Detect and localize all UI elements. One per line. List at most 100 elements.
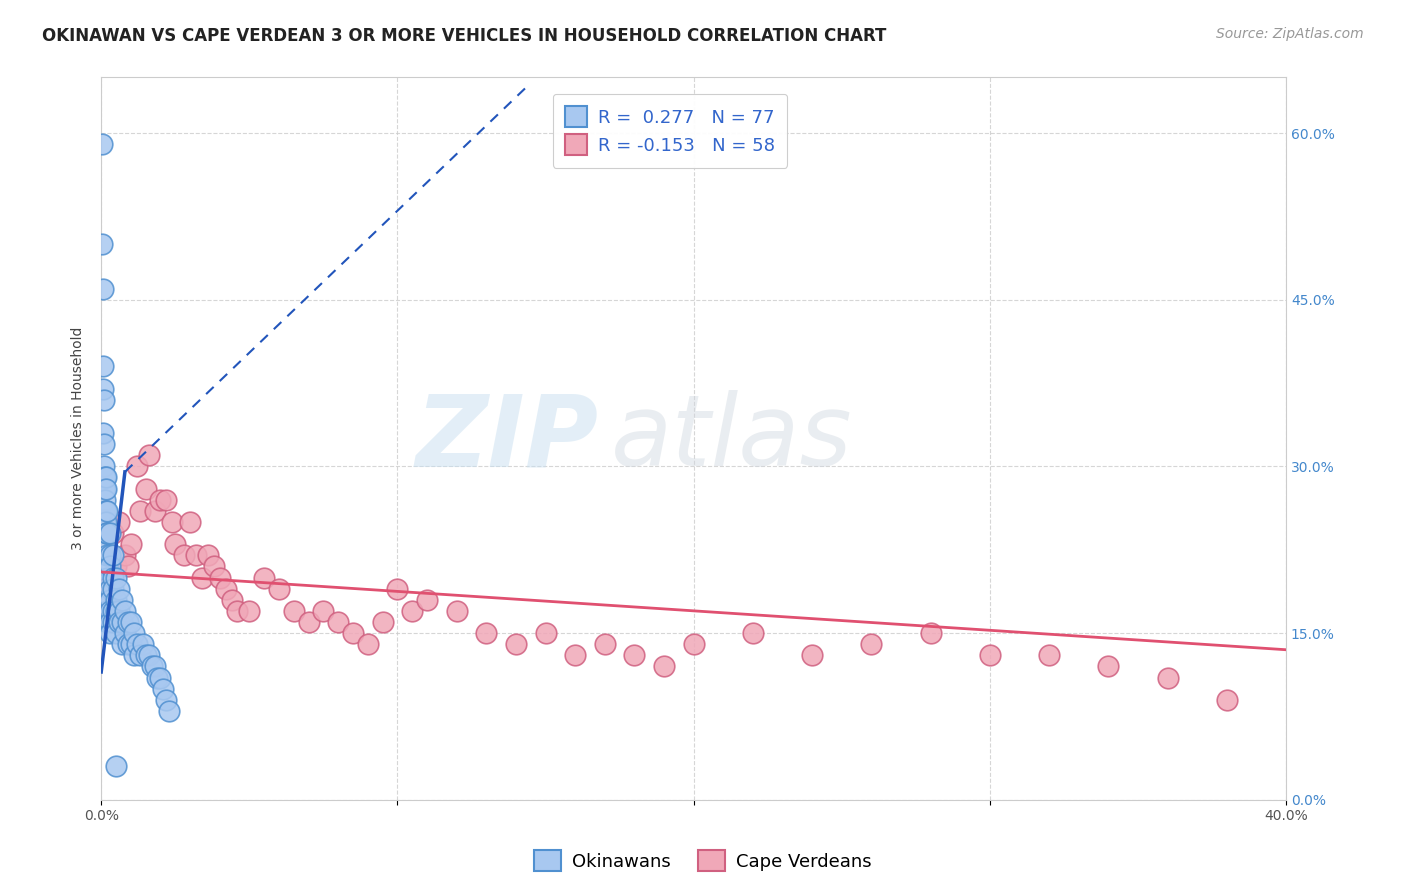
Point [96, 504, 118, 518]
Point [143, 659, 166, 673]
Point [173, 549, 195, 563]
Point [505, 637, 527, 651]
Point [91, 137, 114, 152]
Point [98, 526, 121, 541]
Point [416, 592, 439, 607]
Point [93, 459, 115, 474]
Point [94, 482, 117, 496]
Point [149, 492, 172, 507]
Point [93, 582, 115, 596]
Point [117, 615, 139, 629]
Point [91, 237, 114, 252]
Point [197, 549, 219, 563]
Point [801, 648, 824, 663]
Point [135, 648, 157, 663]
Point [96, 592, 118, 607]
Point [93, 437, 115, 451]
Point [534, 626, 557, 640]
Point [101, 526, 124, 541]
Point [357, 637, 380, 651]
Point [96, 526, 118, 541]
Y-axis label: 3 or more Vehicles in Household: 3 or more Vehicles in Household [72, 326, 86, 550]
Point [165, 537, 187, 551]
Point [105, 592, 128, 607]
Point [1156, 671, 1178, 685]
Point [108, 604, 131, 618]
Point [131, 637, 153, 651]
Point [94, 537, 117, 551]
Text: ZIP: ZIP [416, 390, 599, 487]
Point [191, 570, 214, 584]
Point [101, 549, 124, 563]
Point [101, 570, 124, 584]
Legend: Okinawans, Cape Verdeans: Okinawans, Cape Verdeans [527, 843, 879, 879]
Point [94, 504, 117, 518]
Point [741, 626, 763, 640]
Point [114, 549, 136, 563]
Point [105, 559, 128, 574]
Point [122, 648, 145, 663]
Point [1038, 648, 1060, 663]
Point [93, 504, 115, 518]
Point [94, 504, 117, 518]
Point [125, 637, 148, 651]
Point [94, 526, 117, 541]
Point [96, 570, 118, 584]
Point [111, 615, 134, 629]
Point [101, 615, 124, 629]
Point [96, 549, 118, 563]
Point [96, 526, 118, 541]
Point [98, 559, 121, 574]
Point [111, 637, 134, 651]
Point [105, 570, 128, 584]
Point [920, 626, 942, 640]
Point [114, 626, 136, 640]
Text: OKINAWAN VS CAPE VERDEAN 3 OR MORE VEHICLES IN HOUSEHOLD CORRELATION CHART: OKINAWAN VS CAPE VERDEAN 3 OR MORE VEHIC… [42, 27, 887, 45]
Point [93, 392, 115, 407]
Point [149, 671, 172, 685]
Point [342, 626, 364, 640]
Point [91, 382, 114, 396]
Point [105, 759, 128, 773]
Point [623, 648, 645, 663]
Point [979, 648, 1001, 663]
Point [387, 582, 409, 596]
Point [91, 359, 114, 374]
Point [120, 615, 142, 629]
Point [157, 704, 180, 718]
Point [138, 648, 160, 663]
Point [93, 482, 115, 496]
Point [564, 648, 586, 663]
Point [98, 582, 121, 596]
Point [98, 549, 121, 563]
Point [1216, 692, 1239, 706]
Point [120, 637, 142, 651]
Point [135, 482, 157, 496]
Point [120, 537, 142, 551]
Point [108, 615, 131, 629]
Point [98, 604, 121, 618]
Point [117, 637, 139, 651]
Point [128, 504, 150, 518]
Point [105, 604, 128, 618]
Point [202, 559, 225, 574]
Point [94, 492, 117, 507]
Point [593, 637, 616, 651]
Point [96, 526, 118, 541]
Point [101, 582, 124, 596]
Text: Source: ZipAtlas.com: Source: ZipAtlas.com [1216, 27, 1364, 41]
Legend: R =  0.277   N = 77, R = -0.153   N = 58: R = 0.277 N = 77, R = -0.153 N = 58 [553, 94, 787, 168]
Point [475, 626, 498, 640]
Point [155, 492, 177, 507]
Point [94, 470, 117, 484]
Point [446, 604, 468, 618]
Point [179, 515, 201, 529]
Point [283, 604, 305, 618]
Point [114, 604, 136, 618]
Point [141, 659, 163, 673]
Point [152, 681, 174, 696]
Point [138, 448, 160, 462]
Point [94, 470, 117, 484]
Point [312, 604, 335, 618]
Point [226, 604, 249, 618]
